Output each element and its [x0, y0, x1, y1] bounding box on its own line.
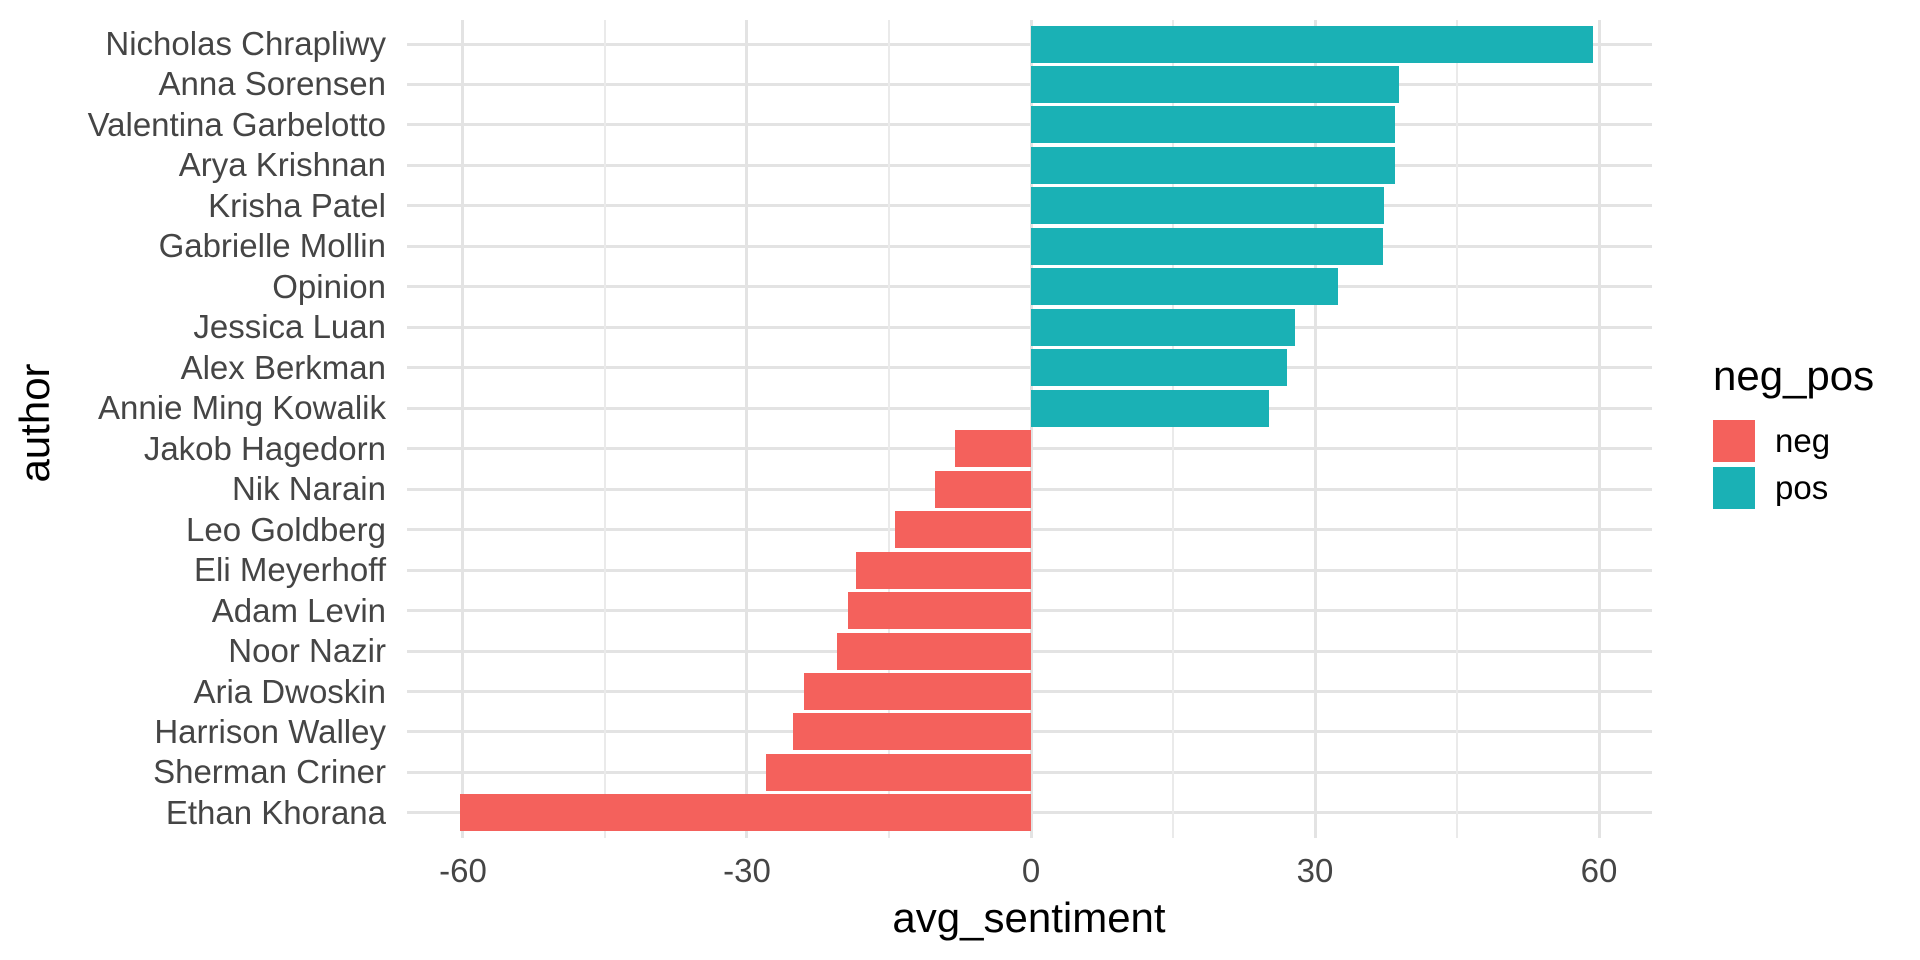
bar-pos [1031, 65, 1400, 103]
bar-neg [803, 673, 1031, 711]
y-axis-label: Eli Meyerhoff [194, 551, 386, 589]
y-axis-label: Ethan Khorana [165, 793, 386, 831]
bar-pos [1031, 187, 1385, 225]
y-axis-label: Noor Nazir [228, 632, 386, 670]
legend-title: neg_pos [1713, 352, 1875, 399]
y-axis-label: Annie Ming Kowalik [98, 389, 386, 427]
bar-pos [1031, 389, 1269, 427]
y-axis-label: Aria Dwoskin [193, 672, 386, 710]
bar-neg [460, 794, 1031, 832]
bar-neg [894, 511, 1031, 549]
bar-pos [1031, 106, 1396, 144]
x-axis-tick-label: 30 [1296, 852, 1334, 889]
bar-neg [793, 713, 1031, 751]
gridline-vertical-major [745, 20, 749, 838]
legend-swatch-pos [1713, 467, 1755, 509]
x-axis-title: avg_sentiment [892, 894, 1166, 941]
y-axis-label: Krisha Patel [208, 186, 386, 224]
y-axis-label: Nicholas Chrapliwy [105, 25, 386, 62]
bar-pos [1031, 25, 1594, 63]
plot-panel [407, 20, 1652, 838]
x-axis-tick-label: 60 [1580, 852, 1618, 889]
bar-neg [765, 753, 1031, 791]
y-axis-label: Jakob Hagedorn [143, 429, 386, 467]
legend: neg_pos neg pos [1713, 352, 1874, 514]
gridline-vertical-minor [1172, 20, 1174, 838]
x-axis-tick-label: -30 [723, 852, 771, 889]
bar-pos [1031, 146, 1396, 184]
y-axis-label: Arya Krishnan [178, 146, 386, 184]
y-axis-label: Adam Levin [211, 591, 386, 629]
y-axis-label: Sherman Criner [153, 753, 386, 791]
y-axis-label: Opinion [272, 267, 386, 305]
y-axis-label: Valentina Garbelotto [87, 105, 386, 143]
bar-neg [935, 470, 1031, 508]
y-axis-label: Harrison Walley [154, 712, 386, 750]
bar-pos [1031, 349, 1287, 387]
bar-pos [1031, 308, 1296, 346]
y-axis-label: Jessica Luan [193, 308, 386, 346]
gridline-vertical-major [1313, 20, 1317, 838]
gridline-vertical-minor [1456, 20, 1458, 838]
y-axis-label: Anna Sorensen [158, 65, 386, 103]
bar-neg [855, 551, 1031, 589]
y-axis-label: Nik Narain [231, 470, 386, 508]
x-axis-tick-label: 0 [1021, 852, 1041, 889]
y-axis-label: Leo Goldberg [186, 510, 386, 548]
legend-swatch-neg [1713, 420, 1755, 462]
legend-keys: neg pos [1713, 420, 1874, 509]
x-axis-tick-label: -60 [439, 852, 487, 889]
y-axis-title: author [11, 363, 58, 483]
legend-key-neg: neg [1713, 420, 1874, 462]
gridline-vertical-minor [887, 20, 890, 838]
legend-key-label: pos [1775, 469, 1829, 506]
gridline-vertical-major [461, 20, 465, 838]
legend-key-label: neg [1775, 422, 1831, 459]
bar-pos [1031, 227, 1384, 265]
bar-neg [848, 592, 1031, 630]
gridline-vertical-major [1597, 20, 1601, 838]
gridline-vertical-major [1029, 20, 1033, 838]
bar-neg [836, 632, 1031, 670]
y-axis-label: Alex Berkman [180, 348, 386, 386]
gridline-vertical-minor [603, 20, 606, 838]
bar-neg [955, 430, 1031, 468]
bar-pos [1031, 268, 1338, 306]
y-axis-label: Gabrielle Mollin [158, 227, 386, 265]
legend-key-pos: pos [1713, 467, 1874, 509]
